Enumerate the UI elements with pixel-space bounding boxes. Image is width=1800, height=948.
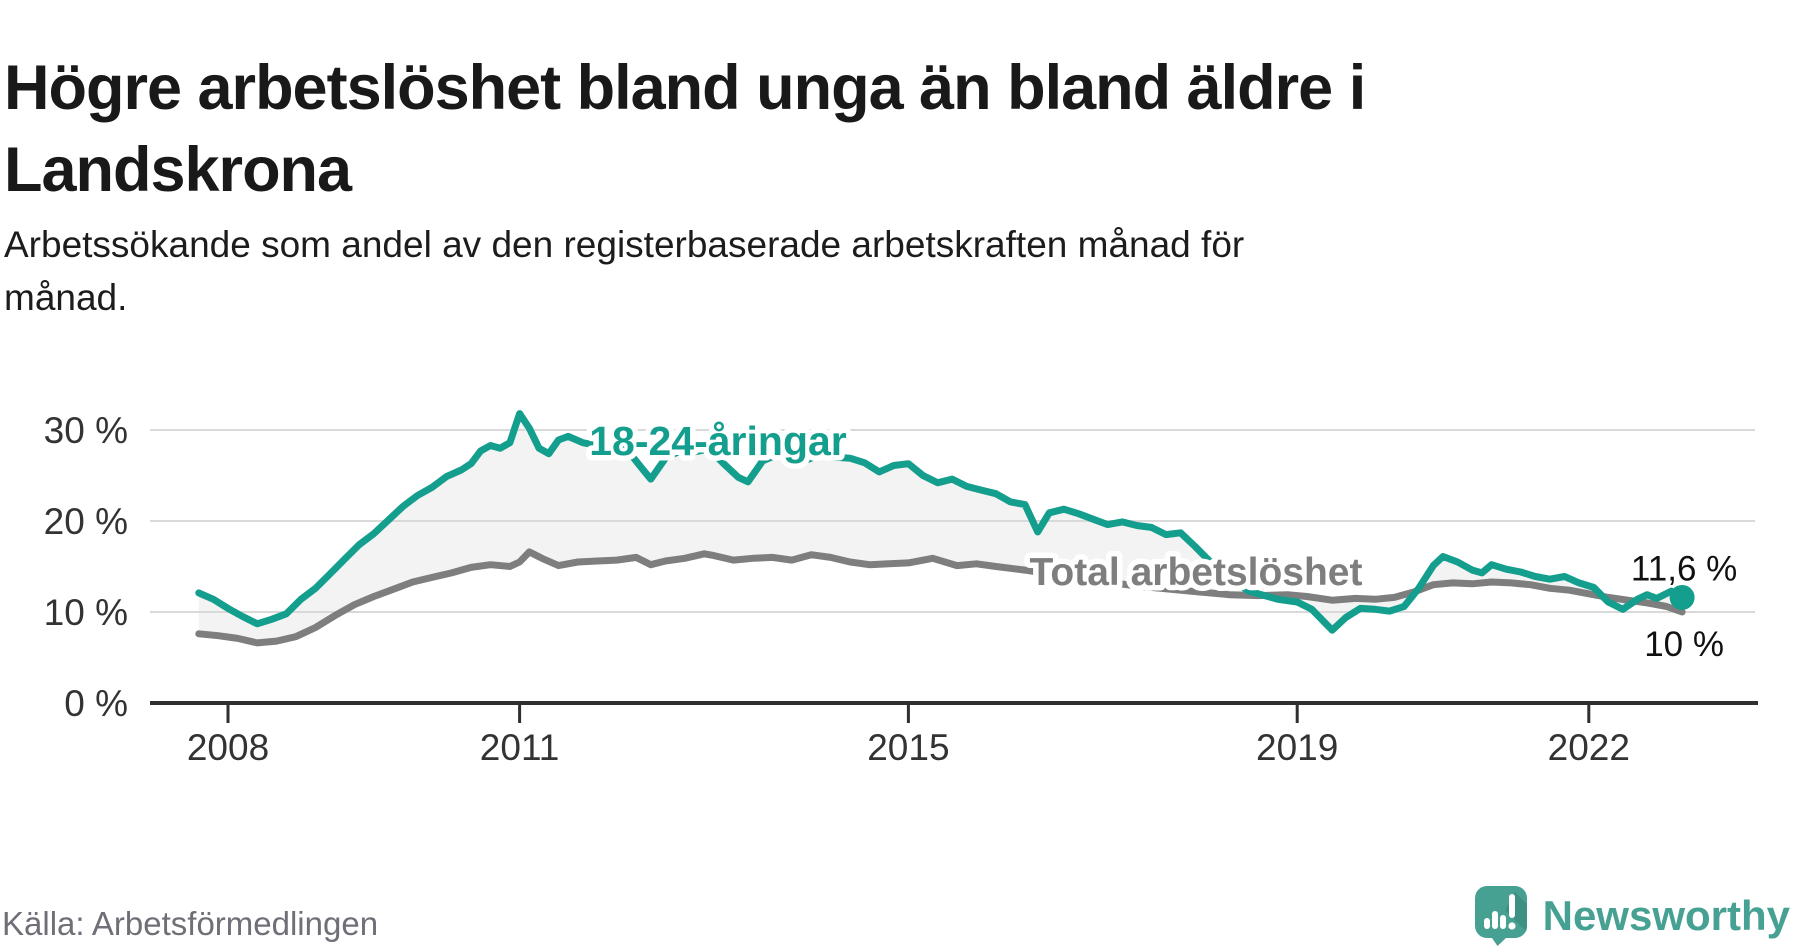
y-tick-label-10: 10 % <box>44 592 128 633</box>
x-tick-label-2022: 2022 <box>1548 727 1630 768</box>
newsworthy-logo-icon <box>1474 886 1527 946</box>
x-tick-label-2008: 2008 <box>187 727 269 768</box>
youth-series-label: 18-24-åringar <box>589 418 847 464</box>
x-tick-label-2015: 2015 <box>867 727 949 768</box>
source-note: Källa: Arbetsförmedlingen <box>2 905 379 942</box>
series-band-fill <box>198 413 1683 643</box>
total-unemployment-line <box>195 548 1686 647</box>
y-tick-label-30: 30 % <box>44 410 128 451</box>
youth-unemployment-line <box>195 410 1686 634</box>
chart-subtitle-line2: månad. <box>4 276 128 318</box>
page-title-line1: Högre arbetslöshet bland unga än bland ä… <box>4 53 1366 124</box>
youth-end-value-label: 11,6 % <box>1631 549 1737 588</box>
total-series-label: Total arbetslöshet <box>1029 551 1362 594</box>
youth-series-end-dot <box>1669 584 1695 610</box>
page-title-line2: Landskrona <box>4 135 352 206</box>
newsworthy-wordmark: Newsworthy <box>1542 892 1790 939</box>
x-tick-label-2019: 2019 <box>1256 727 1338 768</box>
chart-subtitle-line1: Arbetssökande som andel av den registerb… <box>4 224 1245 265</box>
total-end-value-label: 10 % <box>1644 625 1724 664</box>
x-tick-label-2011: 2011 <box>480 727 560 768</box>
page-title: Högre arbetslöshet bland unga än bland ä… <box>4 48 1644 212</box>
logo-barchart-glyph <box>1483 894 1516 930</box>
y-tick-label-20: 20 % <box>44 501 128 542</box>
y-tick-label-0: 0 % <box>64 683 128 724</box>
chart-subtitle: Arbetssökande som andel av den registerb… <box>4 219 1504 324</box>
newsworthy-brand: Newsworthy <box>1474 884 1790 948</box>
